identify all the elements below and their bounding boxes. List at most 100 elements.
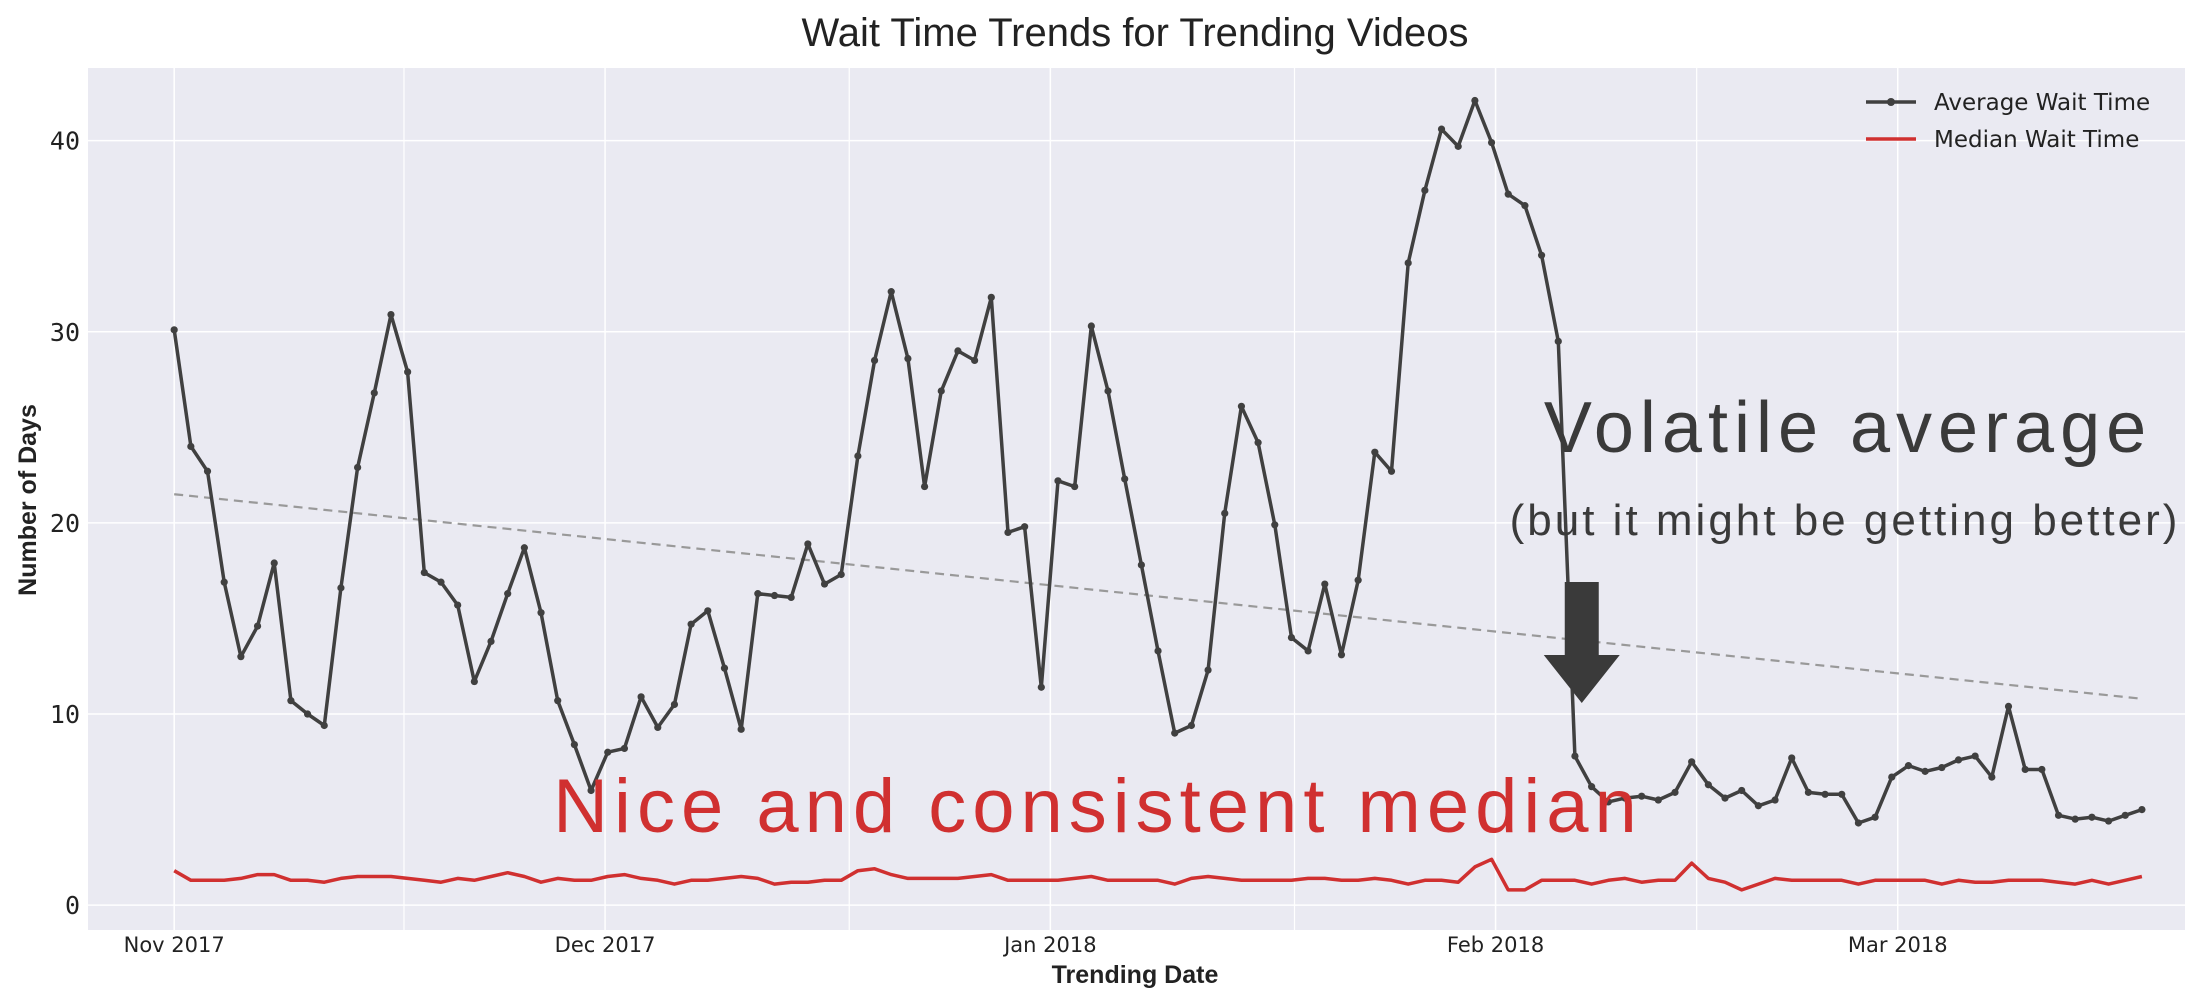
average-data-point <box>920 482 929 491</box>
average-data-point <box>2121 811 2129 819</box>
average-data-point <box>854 452 862 460</box>
average-data-point <box>1421 186 1429 194</box>
average-data-point <box>270 559 278 567</box>
average-data-point <box>1588 783 1596 791</box>
average-data-point <box>1104 387 1112 395</box>
average-data-point <box>1521 202 1529 210</box>
average-data-point <box>987 293 995 301</box>
average-data-point <box>303 710 312 718</box>
average-data-point <box>1337 651 1346 659</box>
plot-background <box>88 68 2185 930</box>
average-data-point <box>2038 765 2046 774</box>
average-data-point <box>370 389 378 397</box>
x-tick-label: Dec 2017 <box>555 933 656 957</box>
average-data-point <box>1037 683 1045 691</box>
average-data-point <box>253 622 262 630</box>
average-data-point <box>1971 752 1979 760</box>
average-data-point <box>604 748 612 756</box>
average-data-point <box>287 697 295 705</box>
average-data-point <box>1454 142 1462 150</box>
average-data-point <box>737 725 745 733</box>
average-data-point <box>1954 756 1963 764</box>
average-data-point <box>2088 813 2096 821</box>
series-layer <box>170 96 2146 892</box>
average-data-point <box>2054 811 2063 819</box>
y-tick-label: 10 <box>50 700 80 729</box>
average-data-point <box>1988 773 1996 781</box>
average-data-point <box>2138 805 2146 814</box>
average-data-point <box>1271 521 1279 529</box>
average-data-point <box>1371 448 1379 456</box>
average-data-point <box>1154 647 1162 655</box>
x-tick-label: Feb 2018 <box>1447 933 1544 957</box>
average-data-point <box>954 347 962 355</box>
average-data-point <box>1404 259 1412 267</box>
average-data-point <box>1921 767 1929 775</box>
average-data-point <box>1604 798 1612 806</box>
average-data-point <box>203 467 212 475</box>
average-data-point <box>1221 509 1229 517</box>
average-data-point <box>1054 477 1062 485</box>
average-data-point <box>1871 813 1879 821</box>
average-data-point <box>1237 402 1246 410</box>
average-data-point <box>1171 729 1179 737</box>
average-data-point <box>1704 781 1712 789</box>
average-data-point <box>520 544 528 552</box>
average-data-point <box>787 593 795 602</box>
average-data-point <box>2004 702 2013 710</box>
average-data-point <box>554 697 562 705</box>
average-data-point <box>1321 580 1329 588</box>
average-data-point <box>537 609 545 617</box>
legend-marker-average <box>1887 98 1895 106</box>
average-data-point <box>887 288 895 296</box>
average-data-point <box>1004 528 1012 537</box>
average-data-point <box>1888 773 1896 781</box>
average-data-point <box>2071 815 2079 823</box>
average-data-point <box>1487 138 1496 147</box>
average-data-point <box>804 540 812 548</box>
average-data-point <box>187 442 195 451</box>
average-data-point <box>1437 125 1446 133</box>
average-data-point <box>1788 754 1796 762</box>
average-data-point <box>2104 817 2113 825</box>
average-data-point <box>1204 666 1212 674</box>
average-data-point <box>387 310 395 319</box>
annotation-headline: Volatile average <box>1544 388 2152 468</box>
annotation-median-note: Nice and consistent median <box>553 764 1643 849</box>
average-data-point <box>1671 788 1679 796</box>
average-data-point <box>1721 794 1729 802</box>
average-data-point <box>654 723 662 732</box>
legend-label-median: Median Wait Time <box>1934 127 2139 153</box>
y-axis-label: Number of Days <box>14 404 42 596</box>
average-data-point <box>337 584 345 592</box>
average-data-point <box>720 664 729 672</box>
x-tick-label: Jan 2018 <box>1002 933 1097 957</box>
average-data-point <box>1854 819 1863 827</box>
legend: Average Wait Time Median Wait Time <box>1866 90 2150 153</box>
average-data-point <box>170 326 178 334</box>
average-data-point <box>487 637 495 645</box>
average-data-point <box>837 570 845 579</box>
average-data-point <box>904 354 912 363</box>
average-data-point <box>1654 796 1662 804</box>
average-data-point <box>420 568 428 577</box>
average-data-point <box>220 578 228 586</box>
average-data-point <box>687 620 695 628</box>
average-data-point <box>820 580 829 588</box>
average-data-point <box>1904 762 1913 770</box>
average-data-point <box>1087 322 1095 330</box>
annotation-subline: (but it might be getting better) <box>1510 496 2181 545</box>
average-data-point <box>971 356 979 365</box>
median-wait-time-line <box>173 857 2143 892</box>
average-data-point <box>1638 792 1646 800</box>
average-data-point <box>1771 796 1779 804</box>
average-data-point <box>1571 752 1579 760</box>
grid-lines <box>88 68 2185 930</box>
average-data-point <box>1354 576 1362 584</box>
average-data-point <box>870 356 879 365</box>
annotations: Volatile average (but it might be gettin… <box>553 388 2181 849</box>
average-data-point <box>1471 96 1479 105</box>
average-data-point <box>754 590 762 598</box>
